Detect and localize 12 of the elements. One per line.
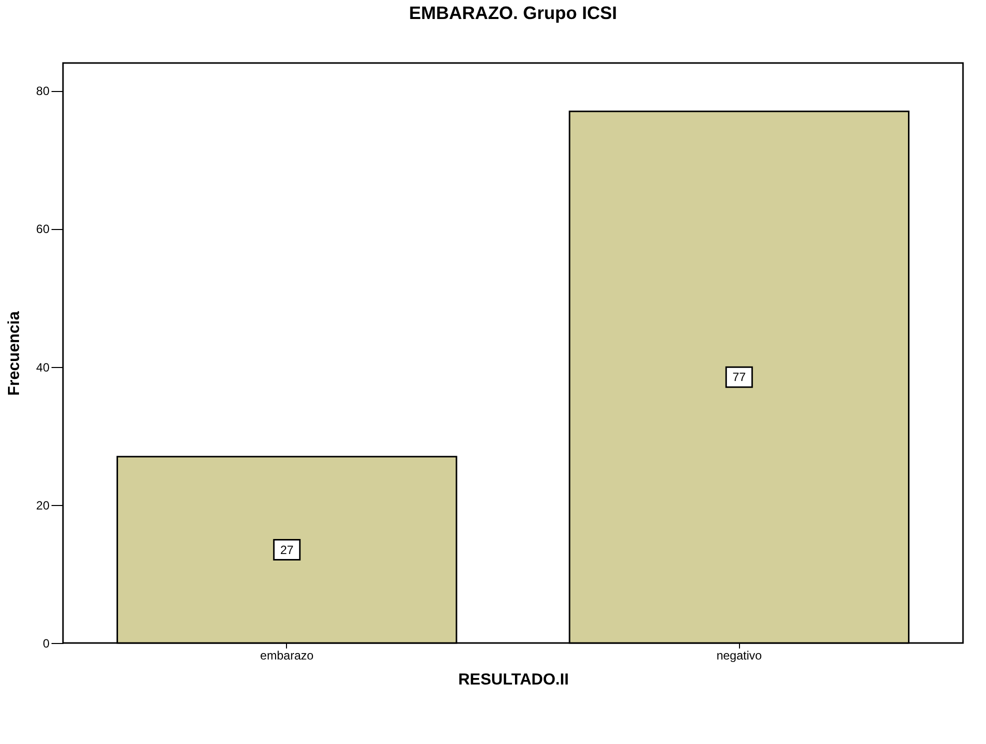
- y-tick-label: 80: [36, 84, 50, 98]
- y-tick-label: 0: [42, 636, 50, 650]
- data-label: 77: [732, 370, 746, 384]
- y-tick-label: 60: [36, 222, 50, 236]
- y-tick-label: 20: [36, 498, 50, 512]
- x-axis-title: RESULTADO.II: [458, 672, 569, 688]
- data-label: 27: [280, 542, 294, 557]
- y-tick-label: 40: [36, 360, 50, 374]
- y-axis-title: Frecuencia: [6, 311, 24, 396]
- x-tick-label: negativo: [716, 648, 762, 662]
- chart-title: EMBARAZO. Grupo ICSI: [409, 3, 617, 23]
- x-tick-label: embarazo: [260, 648, 314, 662]
